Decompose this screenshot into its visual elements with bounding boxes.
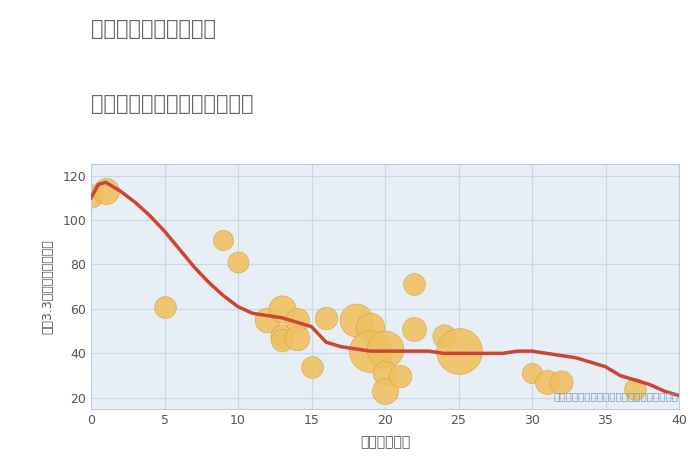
Point: [276, 332, 288, 339]
Point: [100, 188, 111, 195]
Point: [350, 316, 361, 324]
Point: [394, 372, 405, 379]
Point: [365, 323, 376, 330]
Text: 円の大きさは、取引のあった物件面積を示す: 円の大きさは、取引のあった物件面積を示す: [554, 392, 679, 401]
Point: [291, 316, 302, 324]
Y-axis label: 坪（3.3㎡）単価（万円）: 坪（3.3㎡）単価（万円）: [41, 239, 54, 334]
Point: [218, 236, 229, 244]
Point: [629, 385, 641, 392]
Point: [85, 192, 97, 199]
Point: [453, 347, 464, 355]
Point: [379, 387, 391, 395]
Point: [321, 314, 332, 321]
Point: [276, 305, 288, 313]
Point: [379, 345, 391, 352]
Point: [409, 325, 420, 333]
Point: [541, 378, 552, 386]
Point: [276, 336, 288, 344]
Point: [262, 316, 273, 324]
Point: [438, 332, 449, 339]
Point: [556, 378, 567, 386]
Text: 兵庫県姫路市生野町の: 兵庫県姫路市生野町の: [91, 19, 216, 39]
Text: 築年数別中古マンション価格: 築年数別中古マンション価格: [91, 94, 253, 114]
Point: [159, 303, 170, 311]
Point: [526, 369, 538, 377]
Point: [306, 363, 317, 370]
Point: [232, 258, 244, 266]
Point: [291, 334, 302, 342]
Point: [409, 281, 420, 288]
Point: [379, 369, 391, 377]
X-axis label: 築年数（年）: 築年数（年）: [360, 435, 410, 449]
Point: [365, 347, 376, 355]
